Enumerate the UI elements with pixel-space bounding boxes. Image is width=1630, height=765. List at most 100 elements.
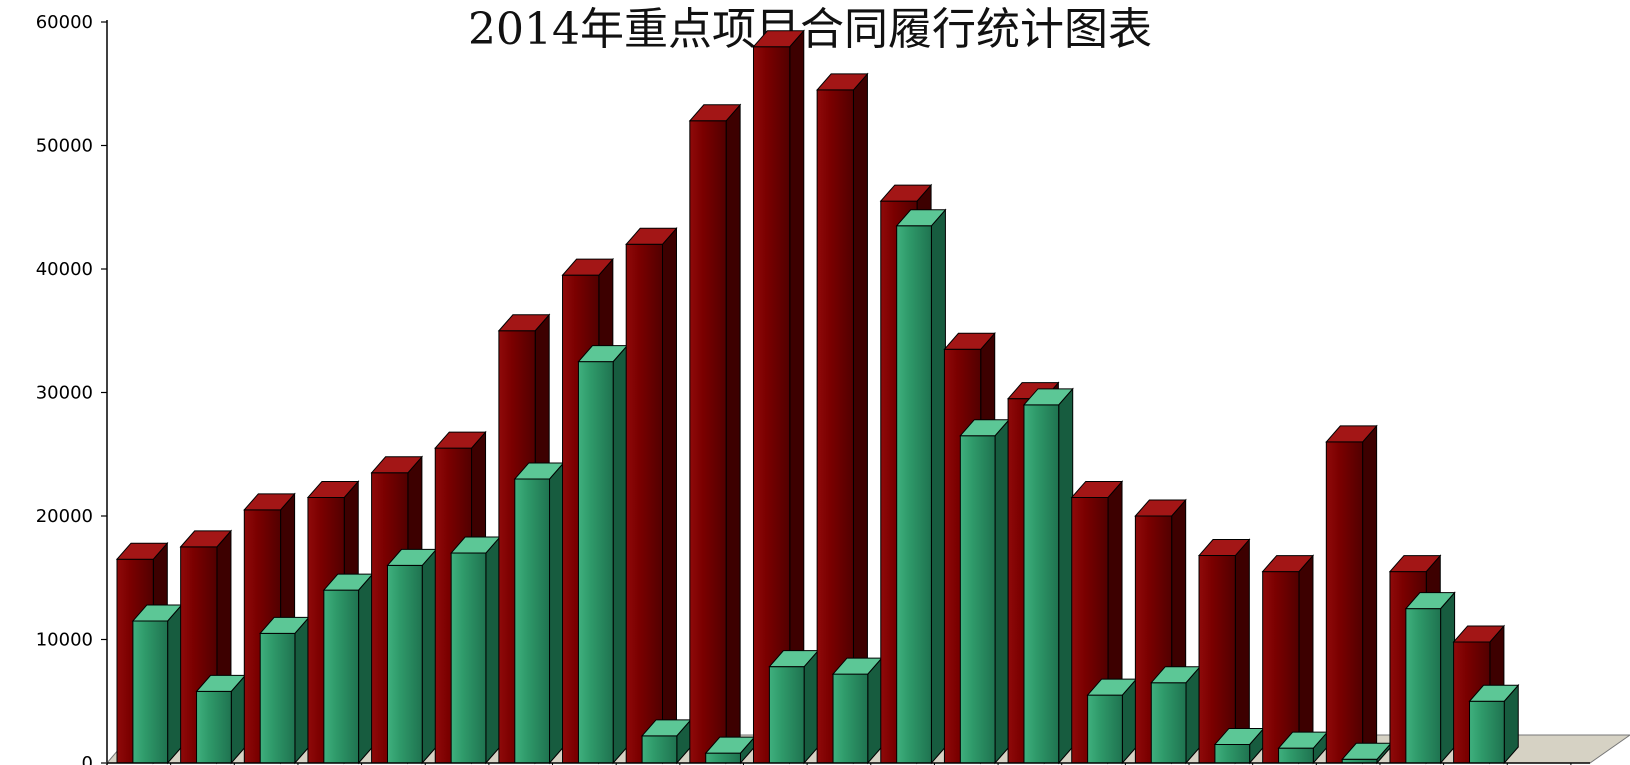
bar-side bbox=[167, 603, 183, 765]
bar-green-15 bbox=[1022, 387, 1074, 765]
y-tick-label: 50000 bbox=[36, 136, 93, 157]
bar-face bbox=[387, 564, 423, 764]
bar-green-5 bbox=[386, 548, 438, 765]
bar-face bbox=[1087, 694, 1123, 764]
bar-green-7 bbox=[513, 461, 565, 765]
bar-green-21 bbox=[1404, 591, 1456, 765]
bar-face bbox=[816, 89, 854, 764]
y-tick-label: 20000 bbox=[36, 506, 93, 527]
bar-green-3 bbox=[259, 615, 311, 765]
bar-face bbox=[323, 589, 360, 764]
bar-face bbox=[768, 666, 805, 764]
bar-top bbox=[497, 314, 551, 332]
bars bbox=[115, 29, 1520, 765]
bar-side bbox=[1185, 665, 1201, 765]
bar-top bbox=[879, 184, 933, 202]
bar-side bbox=[421, 548, 437, 765]
bar-face bbox=[450, 552, 487, 764]
bar-side bbox=[612, 344, 628, 765]
bar-green-16 bbox=[1086, 677, 1138, 765]
bar-red-19 bbox=[1261, 554, 1315, 765]
bar-face bbox=[1278, 747, 1314, 764]
bar-face bbox=[1214, 743, 1251, 764]
bar-green-17 bbox=[1150, 665, 1202, 765]
bar-top bbox=[1261, 555, 1315, 573]
bar-top bbox=[434, 431, 487, 449]
bar-face bbox=[959, 435, 996, 764]
bar-green-9 bbox=[640, 718, 692, 765]
bar-face bbox=[514, 478, 551, 764]
y-tick-label: 10000 bbox=[36, 630, 93, 651]
chart-title: 2014年重点项目合同履行统计图表 bbox=[468, 4, 1152, 55]
bar-face bbox=[625, 243, 663, 764]
bar-side bbox=[930, 208, 946, 765]
y-tick-label: 60000 bbox=[36, 12, 93, 33]
bar-top bbox=[370, 456, 424, 474]
bar-green-22 bbox=[1468, 683, 1520, 765]
bar-face bbox=[577, 361, 614, 764]
bar-top bbox=[1197, 539, 1251, 557]
bar-green-2 bbox=[195, 674, 247, 765]
bar-red-10 bbox=[688, 103, 742, 765]
bar-face bbox=[196, 690, 232, 764]
bar-face bbox=[896, 225, 932, 764]
bar-side bbox=[294, 615, 310, 765]
bar-face bbox=[705, 752, 741, 764]
y-ticks: 0 10000 20000 30000 40000 50000 60000 bbox=[36, 12, 107, 765]
bar-side bbox=[549, 461, 565, 765]
y-tick-label: 30000 bbox=[36, 383, 93, 404]
bar-green-12 bbox=[831, 656, 883, 765]
bar-top bbox=[688, 104, 742, 122]
bar-top bbox=[943, 332, 996, 350]
bar-face bbox=[1150, 682, 1187, 764]
bar-side bbox=[1362, 424, 1378, 765]
bar-top bbox=[752, 30, 805, 48]
bar-top bbox=[243, 493, 296, 511]
bar-face bbox=[1325, 441, 1364, 764]
bar-green-4 bbox=[322, 572, 374, 765]
bar-top bbox=[115, 542, 169, 560]
bar-top bbox=[561, 258, 614, 276]
bar-red-20 bbox=[1325, 424, 1378, 765]
bar-side bbox=[867, 656, 883, 765]
bar-side bbox=[1440, 591, 1456, 765]
bar-red-11 bbox=[752, 29, 805, 765]
bar-green-8 bbox=[577, 344, 629, 765]
bar-face bbox=[1405, 608, 1442, 764]
bar-face bbox=[752, 46, 791, 764]
bar-side bbox=[994, 418, 1010, 765]
bar-green-6 bbox=[450, 535, 501, 765]
y-tick-label: 40000 bbox=[36, 259, 93, 280]
bar-top bbox=[816, 73, 869, 91]
bar-top bbox=[179, 530, 233, 548]
bar-top bbox=[1070, 480, 1124, 498]
bar-face bbox=[641, 735, 678, 764]
bar-face bbox=[1469, 700, 1505, 764]
bar-side bbox=[358, 572, 374, 765]
bar-red-18 bbox=[1197, 538, 1251, 765]
bar-face bbox=[1262, 571, 1300, 764]
bar-top bbox=[1452, 625, 1506, 643]
bar-top bbox=[625, 227, 678, 245]
bar-side bbox=[803, 649, 819, 765]
bar-top bbox=[1404, 592, 1456, 610]
bar-face bbox=[689, 120, 727, 764]
bar-face bbox=[1023, 404, 1060, 764]
bar-green-1 bbox=[131, 603, 183, 765]
bar-side bbox=[485, 535, 501, 765]
y-tick-label: 0 bbox=[82, 753, 93, 765]
bar-top bbox=[1134, 499, 1187, 517]
bar-red-12 bbox=[816, 72, 869, 765]
bar-top bbox=[1468, 684, 1520, 702]
bar-side bbox=[661, 226, 677, 765]
bar-green-13 bbox=[895, 208, 947, 765]
bar-green-11 bbox=[768, 649, 820, 765]
bar-face bbox=[259, 632, 296, 764]
bar-green-14 bbox=[959, 418, 1011, 765]
bar-top bbox=[1022, 388, 1074, 406]
bar-side bbox=[1058, 387, 1074, 765]
bar-side bbox=[725, 103, 741, 765]
bar-top bbox=[1325, 425, 1378, 443]
bar-green-10 bbox=[704, 735, 756, 765]
